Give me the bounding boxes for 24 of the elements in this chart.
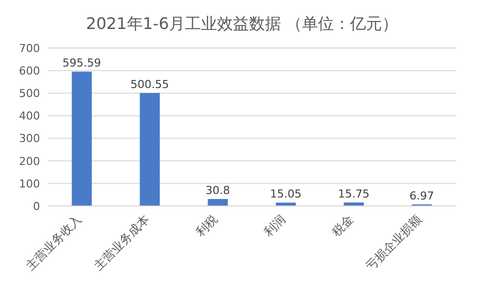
bar: [140, 93, 160, 206]
y-tick-label: 400: [19, 110, 40, 123]
y-tick-label: 300: [19, 132, 40, 146]
x-tick-label: 利税: [193, 212, 220, 240]
y-tick-label: 100: [19, 177, 40, 190]
y-tick-label: 600: [19, 64, 40, 78]
x-tick-label: 亏损企业损额: [363, 212, 424, 274]
data-label: 15.05: [270, 188, 302, 201]
y-tick-label: 700: [19, 42, 40, 55]
bar: [72, 72, 92, 206]
bar: [208, 199, 228, 206]
data-label: 595.59: [62, 56, 102, 70]
chart-title: 2021年1-6月工业效益数据 （单位：亿元）: [85, 13, 399, 35]
data-label: 500.55: [130, 78, 170, 92]
data-label: 6.97: [410, 189, 434, 202]
y-tick-label: 500: [19, 87, 40, 100]
x-tick-label: 主营业务成本: [91, 212, 152, 274]
data-label: 30.8: [206, 184, 230, 198]
data-label: 15.75: [338, 187, 370, 200]
x-tick-label: 税金: [329, 212, 356, 240]
y-tick-label: 200: [19, 154, 40, 168]
x-tick-label: 主营业务收入: [23, 212, 84, 274]
x-tick-label: 利润: [261, 212, 288, 240]
y-tick-label: 0: [33, 200, 40, 213]
